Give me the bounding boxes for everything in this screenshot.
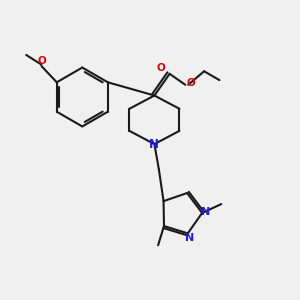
Text: N: N [201, 207, 211, 217]
Text: N: N [149, 138, 159, 151]
Text: N: N [185, 233, 194, 243]
Text: O: O [157, 63, 166, 73]
Text: O: O [186, 78, 195, 88]
Text: O: O [37, 56, 46, 66]
